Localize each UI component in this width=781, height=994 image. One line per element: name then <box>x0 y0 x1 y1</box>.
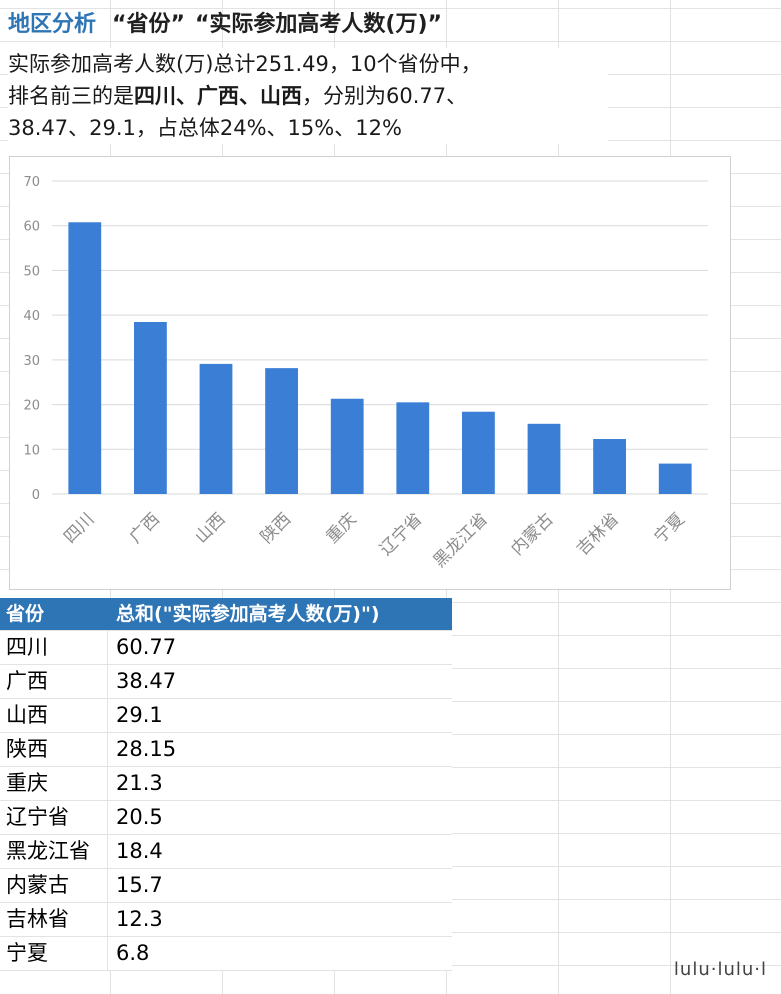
x-tick-label: 山西 <box>191 509 229 547</box>
summary-suffix: ，分别为60.77、 <box>302 84 468 108</box>
summary-sep-1: 、 <box>176 84 197 108</box>
table-row: 四川 60.77 <box>0 631 452 665</box>
cell-province[interactable]: 内蒙古 <box>0 869 108 902</box>
top-province-3: 山西 <box>260 84 302 108</box>
page-title: 地区分析 “省份” “实际参加高考人数(万)” <box>8 6 442 38</box>
table-row: 黑龙江省 18.4 <box>0 835 452 869</box>
cell-value[interactable]: 38.47 <box>116 669 177 693</box>
table-row: 内蒙古 15.7 <box>0 869 452 903</box>
x-tick-label: 内蒙古 <box>507 509 557 559</box>
summary-line-1: 实际参加高考人数(万)总计251.49，10个省份中， <box>8 52 482 76</box>
y-tick-label: 20 <box>23 399 40 414</box>
cell-value[interactable]: 21.3 <box>116 771 163 795</box>
bar[interactable] <box>199 363 233 494</box>
bar[interactable] <box>396 402 430 494</box>
cell-value[interactable]: 20.5 <box>116 805 163 829</box>
x-tick-label: 辽宁省 <box>376 509 426 559</box>
summary-line-3: 38.47、29.1，占总体24%、15%、12% <box>8 116 402 140</box>
cell-province[interactable]: 四川 <box>0 631 108 664</box>
x-tick-label: 吉林省 <box>573 509 623 559</box>
title-measure: “实际参加高考人数(万)” <box>194 12 442 37</box>
x-tick-label: 宁夏 <box>651 509 689 547</box>
cell-province[interactable]: 黑龙江省 <box>0 835 108 868</box>
title-region: 地区分析 <box>8 12 97 37</box>
bar-chart[interactable]: 0 10 20 30 40 50 60 70 四川 广西 山西 陕西 重庆 辽宁省 黑龙江省 内蒙古 吉林省 宁夏 <box>9 156 731 590</box>
cell-value[interactable]: 28.15 <box>116 737 177 761</box>
table-row: 宁夏 6.8 <box>0 937 452 971</box>
bar[interactable] <box>134 321 167 494</box>
bar[interactable] <box>658 463 692 494</box>
table-row: 陕西 28.15 <box>0 733 452 767</box>
cell-province[interactable]: 陕西 <box>0 733 108 766</box>
header-province[interactable]: 省份 <box>6 603 45 625</box>
table-row: 山西 29.1 <box>0 699 452 733</box>
table-row: 辽宁省 20.5 <box>0 801 452 835</box>
y-tick-label: 60 <box>23 220 40 235</box>
table-row: 重庆 21.3 <box>0 767 452 801</box>
cell-value[interactable]: 12.3 <box>116 907 163 931</box>
summary-prefix: 排名前三的是 <box>8 84 134 108</box>
cell-value[interactable]: 15.7 <box>116 873 163 897</box>
cell-province[interactable]: 山西 <box>0 699 108 732</box>
x-tick-label: 四川 <box>60 509 98 547</box>
cell-province[interactable]: 辽宁省 <box>0 801 108 834</box>
y-tick-label: 30 <box>23 354 40 369</box>
summary-sep-2: 、 <box>239 84 260 108</box>
cell-province[interactable]: 吉林省 <box>0 903 108 936</box>
summary-text: 实际参加高考人数(万)总计251.49，10个省份中， 排名前三的是四川、广西、… <box>8 48 608 144</box>
y-tick-label: 50 <box>23 264 40 279</box>
table-row: 吉林省 12.3 <box>0 903 452 937</box>
y-tick-label: 0 <box>32 488 40 503</box>
top-province-1: 四川 <box>134 84 176 108</box>
table-body: 四川 60.77 广西 38.47 山西 29.1 陕西 28.15 重庆 21.3 辽宁省 20.5… <box>0 631 452 971</box>
x-tick-label: 重庆 <box>323 509 361 547</box>
title-dimension: “省份” <box>112 12 185 37</box>
cell-province[interactable]: 广西 <box>0 665 108 698</box>
header-sum[interactable]: 总和("实际参加高考人数(万)") <box>116 603 380 625</box>
bar[interactable] <box>330 398 364 494</box>
cell-value[interactable]: 29.1 <box>116 703 163 727</box>
y-tick-label: 40 <box>23 309 40 324</box>
watermark: lulu·lulu·l <box>673 959 767 980</box>
table-row: 广西 38.47 <box>0 665 452 699</box>
cell-province[interactable]: 重庆 <box>0 767 108 800</box>
cell-value[interactable]: 6.8 <box>116 941 150 965</box>
y-tick-label: 10 <box>23 443 40 458</box>
bar-chart-svg: 0 10 20 30 40 50 60 70 四川 广西 山西 陕西 重庆 辽宁省 黑龙江省 内蒙古 吉林省 宁夏 <box>23 175 708 572</box>
summary-line-2: 排名前三的是四川、广西、山西，分别为60.77、 <box>8 80 608 112</box>
bar[interactable] <box>593 439 626 494</box>
x-tick-label: 陕西 <box>257 509 295 547</box>
top-province-2: 广西 <box>197 84 239 108</box>
bar[interactable] <box>462 411 495 494</box>
cell-province[interactable]: 宁夏 <box>0 937 108 970</box>
x-tick-label: 黑龙江省 <box>430 509 492 571</box>
cell-value[interactable]: 60.77 <box>116 635 177 659</box>
cell-value[interactable]: 18.4 <box>116 839 163 863</box>
bar[interactable] <box>527 423 561 494</box>
bar[interactable] <box>265 368 298 494</box>
table-header-row: 省份 总和("实际参加高考人数(万)") <box>0 598 452 631</box>
x-tick-label: 广西 <box>126 509 164 547</box>
y-tick-label: 70 <box>23 175 40 190</box>
pivot-table: 省份 总和("实际参加高考人数(万)") 四川 60.77 广西 38.47 山西 29.… <box>0 598 452 971</box>
bar[interactable] <box>68 222 102 494</box>
